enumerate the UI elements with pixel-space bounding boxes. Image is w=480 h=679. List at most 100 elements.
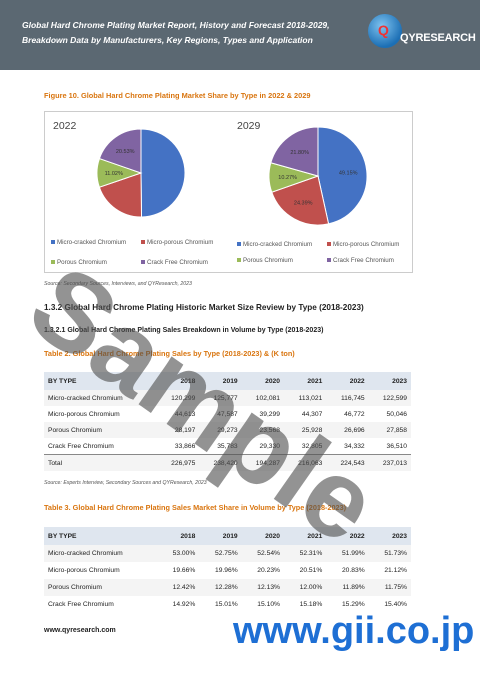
table-cell: 11.75%: [368, 579, 411, 596]
figure-source: Source: Secondary Sources, Interviews, a…: [44, 281, 192, 287]
table-header-row: BY TYPE 2018 2019 2020 2021 2022 2023: [44, 527, 411, 545]
column-header: 2020: [241, 372, 284, 390]
table-cell: 33,866: [157, 438, 200, 455]
table-row: Total 226,975 238,420 194,287 216,063 224,543…: [44, 454, 411, 471]
table-cell: 35,783: [199, 438, 242, 455]
legend-swatch: [327, 242, 331, 247]
legend-swatch: [141, 240, 145, 245]
pie-slice: [271, 175, 330, 226]
table-cell: 20.23%: [241, 562, 284, 579]
table-header-row: BY TYPE 2018 2019 2020 2021 2022 2023: [44, 372, 411, 390]
table-cell: 226,975: [157, 454, 200, 471]
table-cell: 39,299: [241, 406, 284, 422]
pie-slice: [140, 128, 186, 218]
legend-label: Crack Free Chromium: [147, 259, 208, 266]
report-header: Global Hard Chrome Plating Market Report…: [0, 0, 480, 70]
table2-source: Source: Experts Interview, Secondary Sou…: [44, 480, 207, 486]
column-header: 2022: [326, 372, 369, 390]
table-cell: 50,046: [368, 406, 411, 422]
table-cell: Micro-cracked Chromium: [44, 545, 157, 562]
legend-item-micro-cracked-right: Micro-cracked Chromium: [237, 241, 312, 248]
globe-icon: [368, 14, 402, 48]
report-title-line2: Breakdown Data by Manufacturers, Key Reg…: [22, 35, 313, 45]
legend-label: Crack Free Chromium: [333, 257, 394, 264]
table-cell: 113,021: [283, 390, 327, 406]
legend-item-micro-porous-left: Micro-porous Chromium: [141, 239, 213, 246]
pie-data-label: 49.15%: [339, 171, 358, 177]
table-row: Micro-porous Chromium 44,613 47,587 39,299 4…: [44, 406, 411, 422]
table-cell: 237,013: [368, 454, 411, 471]
table-cell: 20.83%: [326, 562, 369, 579]
legend-label: Micro-porous Chromium: [147, 239, 214, 246]
table-cell: 102,081: [241, 390, 284, 406]
legend-label: Micro-porous Chromium: [333, 241, 400, 248]
column-header: BY TYPE: [44, 527, 157, 545]
figure-caption: Figure 10. Global Hard Chrome Plating Ma…: [44, 91, 311, 100]
table2-caption: Table 2. Global Hard Chrome Plating Sale…: [44, 349, 295, 358]
table3-caption: Table 3. Global Hard Chrome Plating Sale…: [44, 503, 347, 512]
legend-label: Porous Chromium: [243, 257, 293, 264]
table-cell: 29,273: [199, 422, 242, 438]
table-cell: 122,599: [368, 390, 411, 406]
table-cell: 23,568: [241, 422, 284, 438]
pie-slice: [317, 126, 368, 225]
table-row: Micro-porous Chromium 19.66% 19.96% 20.23% 2…: [44, 562, 411, 579]
pie-slice: [98, 128, 142, 174]
table-cell: 20.51%: [283, 562, 327, 579]
table-cell: 194,287: [241, 454, 284, 471]
report-title: Global Hard Chrome Plating Market Report…: [22, 18, 342, 48]
table-cell: 36,510: [368, 438, 411, 455]
qyresearch-logo: Q QYRESEARCH: [366, 14, 476, 54]
table-cell: Crack Free Chromium: [44, 438, 157, 455]
table-cell: 21.12%: [368, 562, 411, 579]
legend-item-porous-right: Porous Chromium: [237, 257, 293, 264]
table-cell: 12.00%: [283, 579, 327, 596]
table-cell: Porous Chromium: [44, 422, 157, 438]
table-cell: 44,307: [283, 406, 327, 422]
table-cell: 19.96%: [199, 562, 242, 579]
legend-label: Porous Chromium: [57, 259, 107, 266]
column-header: 2020: [241, 527, 284, 545]
table-cell: 51.99%: [326, 545, 369, 562]
table-cell: Micro-porous Chromium: [44, 562, 157, 579]
column-header: 2023: [368, 527, 411, 545]
footer-url: www.qyresearch.com: [44, 627, 116, 634]
table-cell: 120,299: [157, 390, 200, 406]
table-row: Micro-cracked Chromium 120,299 125,777 102,…: [44, 390, 411, 406]
legend-item-crack-free-left: Crack Free Chromium: [141, 259, 208, 266]
market-share-table: BY TYPE 2018 2019 2020 2021 2022 2023 Micro-cr…: [44, 527, 411, 613]
pie-year-2022: 2022: [53, 120, 77, 132]
column-header: BY TYPE: [44, 372, 157, 390]
legend-swatch: [237, 242, 241, 247]
column-header: 2018: [157, 372, 200, 390]
table-cell: 25,928: [283, 422, 327, 438]
table-cell: 12.13%: [241, 579, 284, 596]
legend-item-micro-porous-right: Micro-porous Chromium: [327, 241, 399, 248]
column-header: 2021: [283, 527, 327, 545]
report-title-line1: Global Hard Chrome Plating Market Report…: [22, 20, 330, 30]
table-cell: 34,332: [326, 438, 369, 455]
table-cell: 44,613: [157, 406, 200, 422]
table-cell: 52.75%: [199, 545, 242, 562]
table-cell: 52.54%: [241, 545, 284, 562]
table-cell: 15.10%: [241, 596, 284, 613]
table-cell: 46,772: [326, 406, 369, 422]
pie-data-label: 24.39%: [294, 201, 313, 207]
pie-charts: 11.02% 20.53% 49.15% 24.39% 10.27% 21.80%: [96, 126, 368, 226]
legend-swatch: [141, 260, 145, 265]
column-header: 2019: [199, 527, 242, 545]
table-cell: 116,745: [326, 390, 369, 406]
table-cell: 47,587: [199, 406, 242, 422]
table-row: Porous Chromium 12.42% 12.28% 12.13% 12.00% 1…: [44, 579, 411, 596]
column-header: 2022: [326, 527, 369, 545]
table-row: Crack Free Chromium 33,866 35,783 29,330 32,…: [44, 438, 411, 455]
table-cell: 53.00%: [157, 545, 200, 562]
table-row: Crack Free Chromium 14.92% 15.01% 15.10% 15.…: [44, 596, 411, 613]
logo-text: QYRESEARCH: [400, 32, 476, 44]
pie-chart-panel: 11.02% 20.53% 49.15% 24.39% 10.27% 21.80% 202…: [44, 111, 413, 273]
table-cell: 224,543: [326, 454, 369, 471]
table-cell: 216,063: [283, 454, 327, 471]
table-cell: 27,858: [368, 422, 411, 438]
legend-swatch: [51, 240, 55, 245]
pie-year-2029: 2029: [237, 120, 261, 132]
